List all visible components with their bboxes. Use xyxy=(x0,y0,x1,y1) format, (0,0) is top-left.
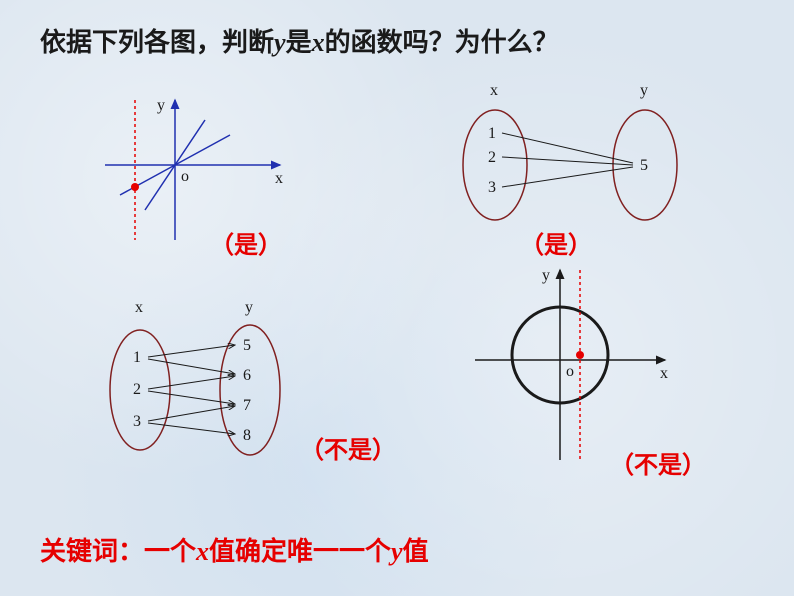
intersection-dot xyxy=(131,183,139,191)
origin-label: o xyxy=(566,363,574,380)
question-title: 依据下列各图，判断y是x的函数吗？为什么？ xyxy=(40,22,559,59)
right-5: 5 xyxy=(243,337,251,354)
left-3: 3 xyxy=(133,413,141,430)
x-label: x xyxy=(135,299,143,316)
title-prefix: 依据下列各图，判断 xyxy=(40,28,274,57)
answer-3: （不是） xyxy=(300,430,396,465)
answer-4: （不是） xyxy=(610,445,706,480)
left-1: 1 xyxy=(133,349,141,366)
y-label: y xyxy=(245,299,253,316)
title-y: y xyxy=(274,28,286,57)
origin-label: o xyxy=(181,168,189,185)
keyword-line: 关键词：一个x值确定唯一一个y值 xyxy=(40,531,429,568)
x-axis-label: x xyxy=(275,170,283,187)
right-6: 6 xyxy=(243,367,251,384)
intersection-dot xyxy=(576,351,584,359)
left-1: 1 xyxy=(488,125,496,142)
kw-prefix: 关键词：一个 xyxy=(40,537,196,566)
kw-suffix: 值 xyxy=(403,537,429,566)
answer-1: （是） xyxy=(210,225,282,260)
right-7: 7 xyxy=(243,397,251,414)
arrow-2-7 xyxy=(148,391,235,404)
title-x: x xyxy=(312,28,325,57)
right-8: 8 xyxy=(243,427,251,444)
y-label: y xyxy=(640,82,648,99)
left-3: 3 xyxy=(488,179,496,196)
left-2: 2 xyxy=(488,149,496,166)
y-axis-label: y xyxy=(542,267,550,284)
arrow-2-6 xyxy=(148,376,235,389)
kw-mid: 值确定唯一一个 xyxy=(209,537,391,566)
x-label: x xyxy=(490,82,498,99)
kw-y: y xyxy=(391,537,403,566)
title-mid1: 是 xyxy=(286,28,312,57)
kw-x: x xyxy=(196,537,209,566)
answer-2: （是） xyxy=(520,225,592,260)
left-2: 2 xyxy=(133,381,141,398)
title-suffix: 的函数吗？为什么？ xyxy=(325,28,559,57)
diagram-2: x y 1 2 3 5 xyxy=(440,80,700,235)
y-axis-label: y xyxy=(157,97,165,114)
x-axis-label: x xyxy=(660,365,668,382)
diagram-3: x y 1 2 3 5 6 7 8 xyxy=(90,290,310,475)
right-5: 5 xyxy=(640,157,648,174)
